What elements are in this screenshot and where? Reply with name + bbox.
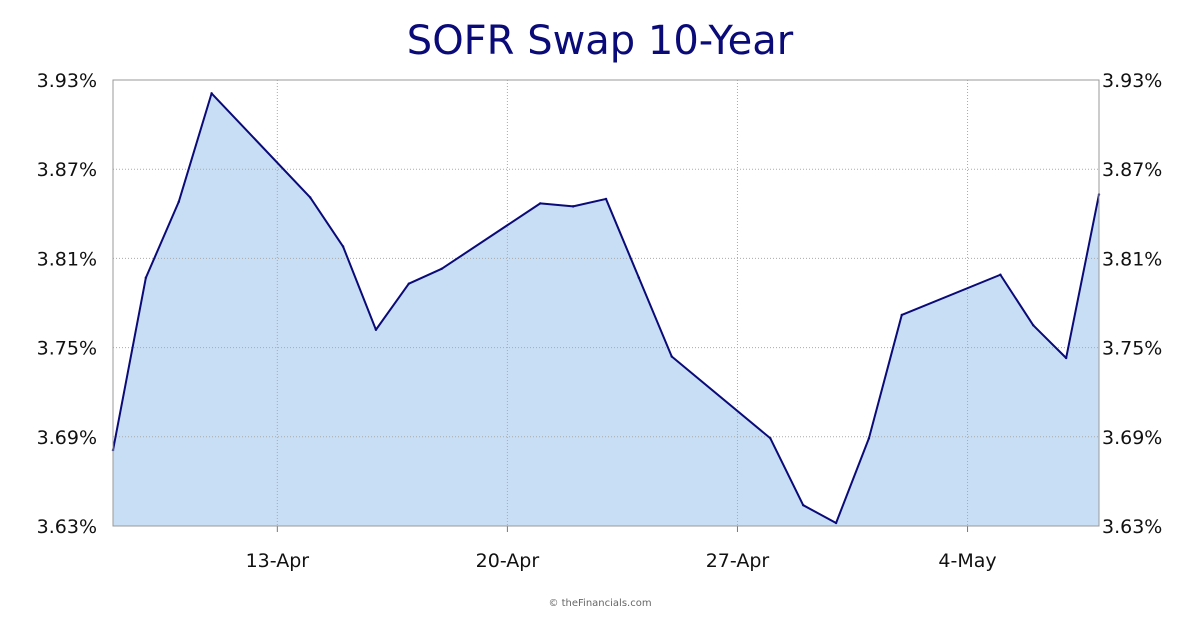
y-tick-label-left: 3.81% bbox=[37, 248, 97, 270]
credit-text: © theFinancials.com bbox=[548, 598, 652, 609]
y-tick-label-right: 3.69% bbox=[1102, 427, 1162, 449]
data-point bbox=[670, 355, 673, 358]
data-point bbox=[867, 437, 871, 440]
x-tick-label: 13-Apr bbox=[246, 550, 310, 572]
data-point bbox=[407, 282, 410, 285]
data-point bbox=[374, 328, 378, 331]
x-tick-label: 4-May bbox=[938, 550, 996, 572]
y-tick-label-right: 3.87% bbox=[1102, 159, 1162, 181]
y-tick-label-right: 3.75% bbox=[1102, 338, 1162, 360]
data-point bbox=[1064, 356, 1068, 360]
y-tick-label-left: 3.63% bbox=[37, 516, 97, 538]
data-point bbox=[440, 267, 443, 271]
data-point bbox=[834, 521, 838, 525]
data-point bbox=[769, 437, 772, 440]
data-point bbox=[802, 503, 805, 507]
data-point bbox=[900, 313, 903, 317]
data-point bbox=[341, 245, 345, 248]
data-point bbox=[1032, 324, 1035, 327]
data-point bbox=[637, 276, 641, 279]
y-tick-label-left: 3.87% bbox=[37, 159, 97, 181]
data-point bbox=[210, 92, 213, 95]
plot-border bbox=[112, 79, 1100, 527]
chart-title: SOFR Swap 10-Year bbox=[406, 18, 794, 64]
y-tick-label-left: 3.69% bbox=[37, 427, 97, 449]
data-point bbox=[571, 205, 575, 208]
series-area bbox=[113, 93, 1099, 526]
data-point bbox=[999, 273, 1002, 276]
x-tick-label: 20-Apr bbox=[476, 550, 540, 572]
data-point bbox=[604, 197, 608, 201]
data-point bbox=[539, 202, 542, 205]
y-tick-label-right: 3.93% bbox=[1102, 70, 1162, 92]
y-tick-label-left: 3.93% bbox=[37, 70, 97, 92]
data-point bbox=[144, 276, 148, 279]
x-tick-label: 27-Apr bbox=[706, 550, 770, 572]
data-point bbox=[309, 196, 312, 199]
y-tick-label-left: 3.75% bbox=[37, 338, 97, 360]
data-point bbox=[177, 200, 180, 204]
y-tick-label-right: 3.81% bbox=[1102, 248, 1162, 270]
y-tick-label-right: 3.63% bbox=[1102, 516, 1162, 538]
